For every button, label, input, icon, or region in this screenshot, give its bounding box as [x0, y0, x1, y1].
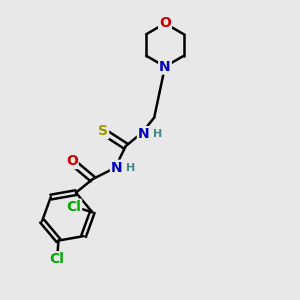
Text: S: S: [98, 124, 108, 138]
Text: Cl: Cl: [50, 252, 64, 266]
Text: H: H: [126, 163, 135, 173]
Text: N: N: [159, 60, 171, 74]
Text: Cl: Cl: [66, 200, 81, 214]
Text: N: N: [111, 161, 122, 175]
Text: O: O: [66, 154, 78, 168]
Text: O: O: [159, 16, 171, 30]
Text: H: H: [153, 129, 162, 139]
Text: N: N: [138, 127, 149, 141]
